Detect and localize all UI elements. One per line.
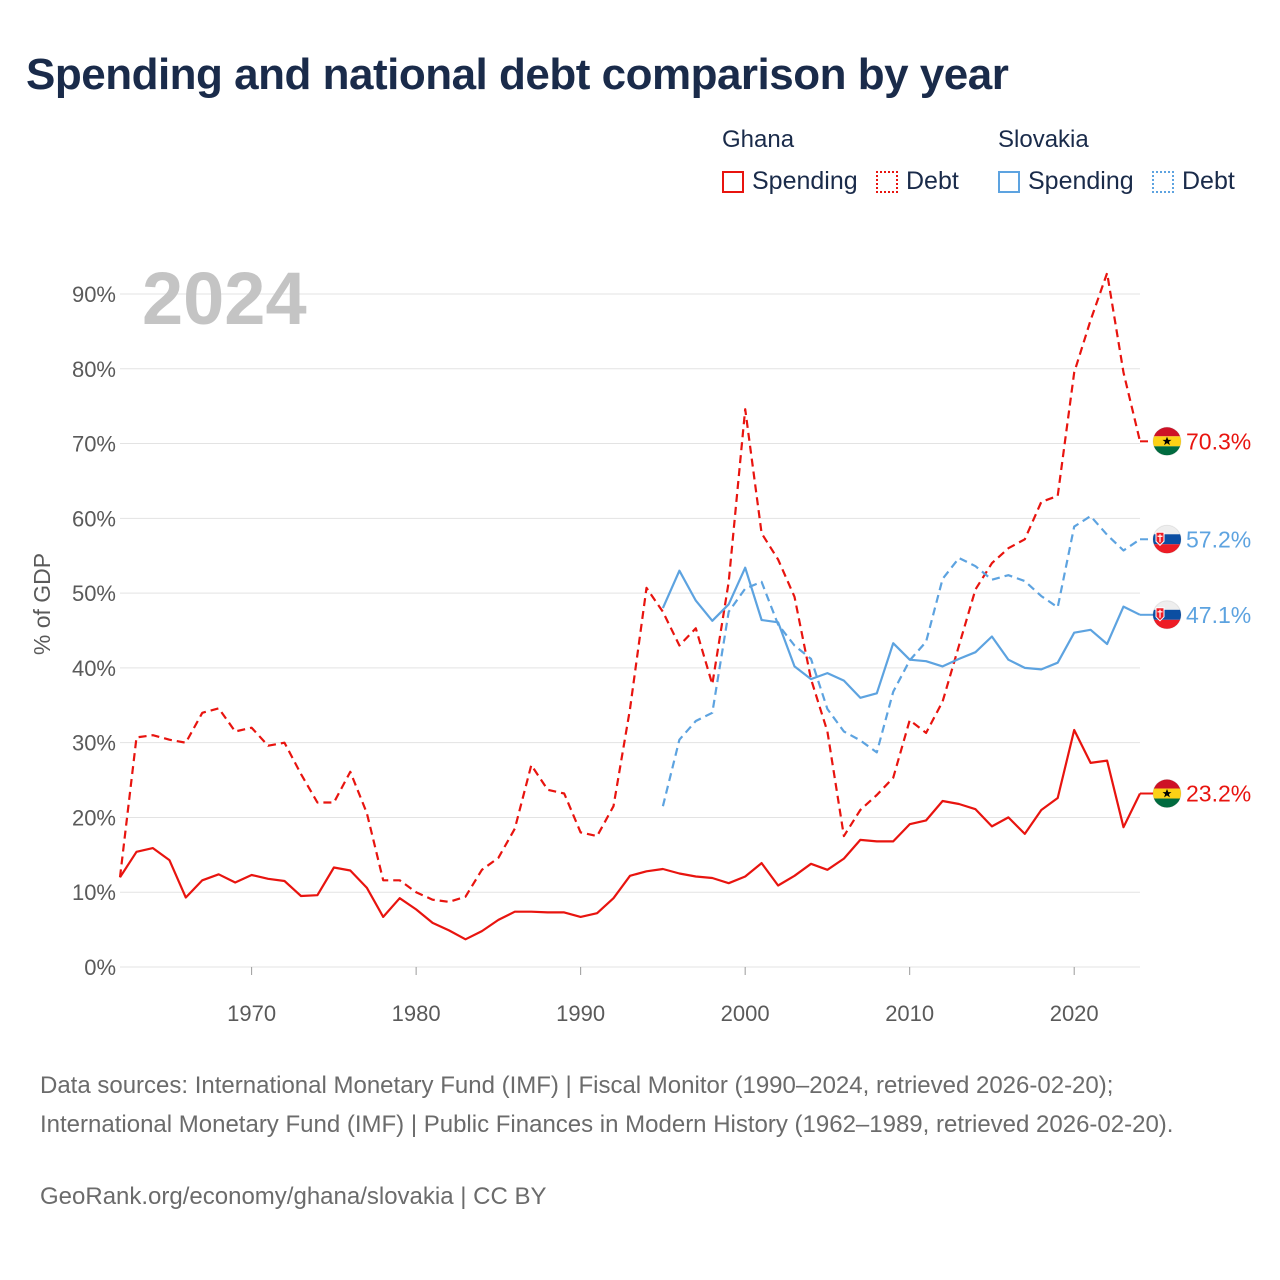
legend-solid-swatch-icon xyxy=(722,170,744,193)
slovakia-flag-icon xyxy=(1152,524,1182,554)
legend-dotted-swatch-icon xyxy=(876,170,898,193)
y-tick-label: 30% xyxy=(72,731,116,756)
legend-ghana-spending-label: Spending xyxy=(752,167,858,195)
series-lines xyxy=(118,272,1142,941)
y-tick-label: 20% xyxy=(72,805,116,830)
legend-slovakia-spending[interactable]: Spending xyxy=(998,167,1134,196)
x-tick-label: 1970 xyxy=(227,1001,276,1026)
y-tick-label: 80% xyxy=(72,357,116,382)
ghana-flag-icon xyxy=(1152,779,1182,809)
legend-slovakia-title: Slovakia xyxy=(998,126,1089,153)
chart-title: Spending and national debt comparison by… xyxy=(26,50,1009,99)
legend-slovakia-debt[interactable]: Debt xyxy=(1152,167,1235,196)
legend-ghana-debt[interactable]: Debt xyxy=(876,167,959,196)
end-value-label: 57.2% xyxy=(1186,526,1251,552)
legend-ghana-spending[interactable]: Spending xyxy=(722,167,858,196)
y-axis-label: % of GDP xyxy=(29,553,55,655)
y-tick-label: 50% xyxy=(72,581,116,606)
series-line-ghana-debt[interactable] xyxy=(118,272,1142,903)
legend-slovakia-spending-label: Spending xyxy=(1028,167,1134,195)
x-axis-ticks: 1970 1980 1990 2000 2010 2020 xyxy=(227,967,1099,1026)
legend-slovakia-debt-label: Debt xyxy=(1182,167,1235,195)
credit-link[interactable]: GeoRank.org/economy/ghana/slovakia | CC … xyxy=(40,1183,547,1210)
legend-solid-swatch-icon xyxy=(998,170,1020,193)
y-tick-label: 90% xyxy=(72,282,116,307)
legend-ghana-title: Ghana xyxy=(722,126,795,153)
series-end-labels: 70.3% 23.2% 57.2% 47.1% xyxy=(1140,426,1251,809)
chart-area: 0%10%20%30%40%50%60%70%80%90% 1970 1980 19… xyxy=(29,257,1251,1026)
x-tick-label: 1980 xyxy=(392,1001,441,1026)
legend-dotted-swatch-icon xyxy=(1152,170,1174,193)
ghana-flag-icon xyxy=(1152,426,1182,456)
y-tick-label: 0% xyxy=(84,955,116,980)
chart-grid xyxy=(120,293,1140,968)
x-tick-label: 2000 xyxy=(721,1001,770,1026)
end-value-label: 47.1% xyxy=(1186,602,1251,628)
end-value-label: 70.3% xyxy=(1186,428,1251,454)
end-value-label: 23.2% xyxy=(1186,781,1251,807)
x-tick-label: 2020 xyxy=(1050,1001,1099,1026)
x-tick-label: 1990 xyxy=(556,1001,605,1026)
series-line-slovakia-spending[interactable] xyxy=(661,566,1141,699)
x-tick-label: 2010 xyxy=(885,1001,934,1026)
y-tick-label: 40% xyxy=(72,656,116,681)
y-tick-label: 10% xyxy=(72,880,116,905)
y-axis-ticks: 0% 10% 20% 30% 40% 50% 60% 70% 80% 90% xyxy=(72,282,116,980)
series-line-ghana-spending[interactable] xyxy=(119,728,1141,941)
series-line-slovakia-debt[interactable] xyxy=(661,515,1141,807)
y-tick-label: 60% xyxy=(72,506,116,531)
data-sources: Data sources: International Monetary Fun… xyxy=(40,1072,1174,1138)
legend-ghana-debt-label: Debt xyxy=(906,167,959,195)
slovakia-flag-icon xyxy=(1152,600,1182,630)
y-tick-label: 70% xyxy=(72,432,116,457)
year-watermark: 2024 xyxy=(142,257,307,340)
